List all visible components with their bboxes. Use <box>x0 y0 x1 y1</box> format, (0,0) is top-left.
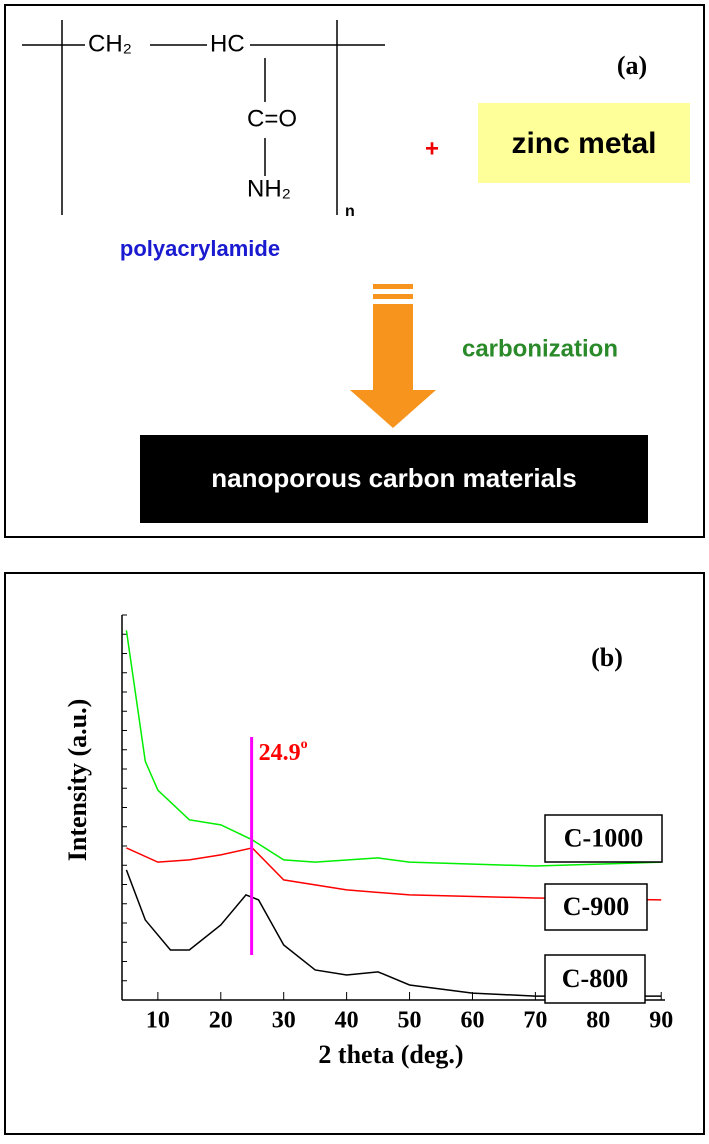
product-box <box>140 435 648 523</box>
x-tick-label: 80 <box>586 1008 610 1034</box>
series-label-box <box>544 954 646 1004</box>
panel-b-label: (b) <box>591 643 623 672</box>
plus: + <box>425 135 439 162</box>
additive: zinc metal <box>511 127 656 160</box>
series-label-box <box>544 883 648 931</box>
process: carbonization <box>462 335 618 362</box>
peak-unit: o <box>301 737 308 752</box>
x-tick-label: 70 <box>523 1008 547 1034</box>
carbonyl: C=O <box>247 105 297 132</box>
product: nanoporous carbon materials <box>211 463 577 493</box>
arrow <box>350 284 436 428</box>
x-tick-label: 90 <box>649 1008 673 1034</box>
series-label: C-1000 <box>564 823 643 852</box>
y-axis-label: Intensity (a.u.) <box>63 699 92 862</box>
peak-label: 24.9o <box>259 737 308 765</box>
series-line <box>125 869 662 997</box>
peak-value: 24.9 <box>259 740 301 766</box>
x-tick-label: 50 <box>398 1008 422 1034</box>
structure-bonds <box>22 20 385 215</box>
repeat-n: n <box>345 203 355 220</box>
x-tick-label: 20 <box>209 1008 233 1034</box>
panel-a-frame <box>4 4 705 538</box>
series-label-box <box>544 814 663 863</box>
monomer-right: HC <box>210 30 245 57</box>
series-label: C-800 <box>562 964 628 993</box>
polymer-name: polyacrylamide <box>120 236 280 261</box>
series-line <box>125 630 662 867</box>
x-tick-label: 60 <box>460 1008 484 1034</box>
series-label: C-900 <box>563 892 629 921</box>
additive-box <box>478 103 690 183</box>
x-axis-label: 2 theta (deg.) <box>318 1040 463 1069</box>
series-line <box>126 847 662 901</box>
panel-a-label: (a) <box>617 51 647 80</box>
x-tick-label: 30 <box>272 1008 296 1034</box>
monomer-left: CH₂ <box>88 30 132 57</box>
x-tick-label: 10 <box>146 1008 170 1034</box>
x-tick-label: 40 <box>335 1008 359 1034</box>
amide: NH₂ <box>247 175 291 202</box>
panel-b-frame <box>4 572 705 1135</box>
